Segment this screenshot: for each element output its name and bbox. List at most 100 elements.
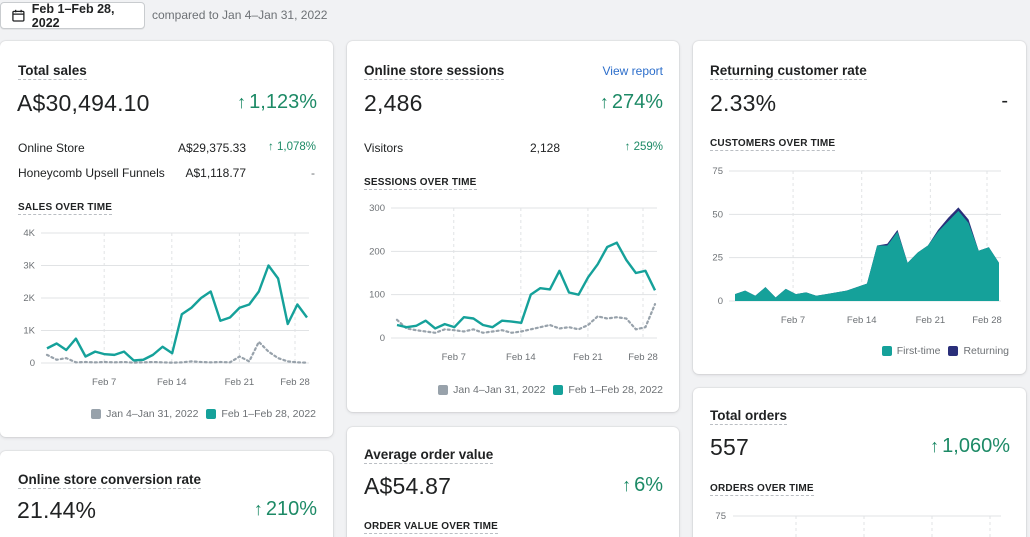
average-order-card: Average order value A$54.87 ↑ 6% ORDER VA… [347,427,679,537]
date-filter-bar: Feb 1–Feb 28, 2022 compared to Jan 4–Jan… [0,0,1030,30]
y-tick-label: 4K [23,228,35,239]
series-line-current [396,241,657,330]
y-tick-label: 0 [30,358,35,369]
card-title[interactable]: Online store conversion rate [18,472,202,489]
breakdown-label: Visitors [364,141,404,155]
x-tick-label: Feb 28 [972,315,1002,326]
breakdown-change-value: 259% [633,141,663,153]
y-tick-label: 200 [369,246,385,257]
y-tick-label: 75 [712,166,723,177]
legend-label: Jan 4–Jan 31, 2022 [106,408,199,420]
x-tick-label: Feb 28 [280,377,310,388]
x-tick-label: Feb 28 [628,352,658,363]
x-tick-label: Feb 14 [847,315,877,326]
x-tick-label: Feb 21 [916,315,946,326]
card-title[interactable]: Returning customer rate [710,63,867,80]
conversion-rate-value: 21.44% [17,497,97,523]
card-title[interactable]: Average order value [364,447,494,464]
breakdown-change: ↑ 259% [625,141,663,153]
avg-order-value: A$54.87 [364,473,452,499]
y-tick-label: 75 [715,511,726,522]
sessions-change: ↑ 274% [600,91,663,114]
legend-label: Returning [963,345,1009,357]
legend-item[interactable]: Jan 4–Jan 31, 2022 [438,384,545,396]
breakdown-value: 2,128 [529,141,560,155]
total-sales-change: ↑ 1,123% [237,91,317,114]
date-range-button[interactable]: Feb 1–Feb 28, 2022 [0,2,145,30]
arrow-up-icon: ↑ [237,92,247,112]
sales-chart: 0 1K 2K 3K 4K Feb 7 Feb 14 Feb 21 Feb 28 [23,228,310,388]
arrow-up-icon: ↑ [599,92,609,112]
legend-item[interactable]: First-time [881,345,941,357]
conversion-rate-change: ↑ 210% [254,498,317,521]
chart-legend: Jan 4–Jan 31, 2022 Feb 1–Feb 28, 2022 [91,408,316,420]
legend-label: Jan 4–Jan 31, 2022 [453,384,546,396]
sessions-card: Online store sessions View report 2,486 … [347,41,679,412]
returning-rate-change: - [1001,90,1008,112]
series-line-previous [45,340,309,364]
customers-chart: 0 25 50 75 Feb 7 Feb 14 Feb 21 Feb 28 [712,166,1002,326]
y-tick-label: 3K [23,261,35,272]
breakdown-label: Online Store [18,141,85,155]
legend-item[interactable]: Feb 1–Feb 28, 2022 [206,408,316,420]
change-value: 1,123% [249,91,317,113]
returning-customer-card: Returning customer rate 2.33% - CUSTOMER… [693,41,1026,374]
total-orders-change: ↑ 1,060% [930,435,1010,458]
total-sales-value: A$30,494.10 [17,90,150,116]
calendar-icon [12,9,25,22]
legend-item[interactable]: Jan 4–Jan 31, 2022 [91,408,198,420]
legend-item[interactable]: Returning [948,345,1009,357]
arrow-up-icon: ↑ [622,475,632,495]
y-tick-label: 50 [712,209,723,220]
y-tick-label: 2K [23,293,35,304]
total-orders-card: Total orders 557 ↑ 1,060% ORDERS OVER TIM… [693,388,1026,537]
chart-legend: First-time Returning [881,345,1009,357]
chart-label[interactable]: SESSIONS OVER TIME [364,177,477,190]
breakdown-label: Honeycomb Upsell Funnels [18,166,165,180]
breakdown-change-value: 1,078% [276,141,316,153]
change-value: 1,060% [942,435,1010,457]
arrow-up-icon: ↑ [268,141,277,153]
breakdown-value: A$29,375.33 [177,141,246,155]
arrow-up-icon: ↑ [253,499,263,519]
x-tick-label: Feb 21 [573,352,603,363]
legend-item[interactable]: Feb 1–Feb 28, 2022 [553,384,663,396]
x-tick-label: Feb 14 [157,377,187,388]
chart-label[interactable]: CUSTOMERS OVER TIME [710,138,836,151]
x-tick-label: Feb 14 [506,352,536,363]
area-first-time [735,210,999,301]
chart-label[interactable]: SALES OVER TIME [18,202,113,215]
legend-swatch [438,385,449,395]
sessions-chart: 0 100 200 300 Feb 7 Feb 14 Feb 21 Feb 28 [369,203,658,363]
y-tick-label: 100 [369,290,385,301]
breakdown-change: ↑ 1,078% [268,141,316,153]
change-value: 210% [265,498,317,520]
x-tick-label: Feb 21 [225,377,255,388]
legend-swatch [948,346,959,356]
view-report-link[interactable]: View report [602,64,663,78]
y-tick-label: 25 [712,253,723,264]
sessions-value: 2,486 [364,90,423,116]
breakdown-change-empty: - [311,166,315,180]
compare-text: compared to Jan 4–Jan 31, 2022 [152,8,328,22]
legend-label: First-time [896,345,941,357]
card-title[interactable]: Total orders [710,408,788,425]
chart-label[interactable]: ORDER VALUE OVER TIME [364,521,499,534]
orders-chart: 75 [715,511,1001,537]
conversion-rate-card: Online store conversion rate 21.44% ↑ 210… [0,451,333,537]
legend-swatch [881,346,892,356]
chart-legend: Jan 4–Jan 31, 2022 Feb 1–Feb 28, 2022 [438,384,663,396]
legend-swatch [553,385,564,395]
legend-label: Feb 1–Feb 28, 2022 [568,384,663,396]
y-tick-label: 0 [718,296,723,307]
breakdown-value: A$1,118.77 [185,166,247,180]
legend-label: Feb 1–Feb 28, 2022 [221,408,316,420]
returning-rate-value: 2.33% [710,90,777,116]
series-line-previous [395,303,657,334]
series-line-current [46,264,308,362]
card-title[interactable]: Total sales [18,63,87,80]
x-tick-label: Feb 7 [442,352,466,363]
chart-label[interactable]: ORDERS OVER TIME [710,483,814,496]
x-tick-label: Feb 7 [92,377,116,388]
card-title[interactable]: Online store sessions [364,63,505,80]
